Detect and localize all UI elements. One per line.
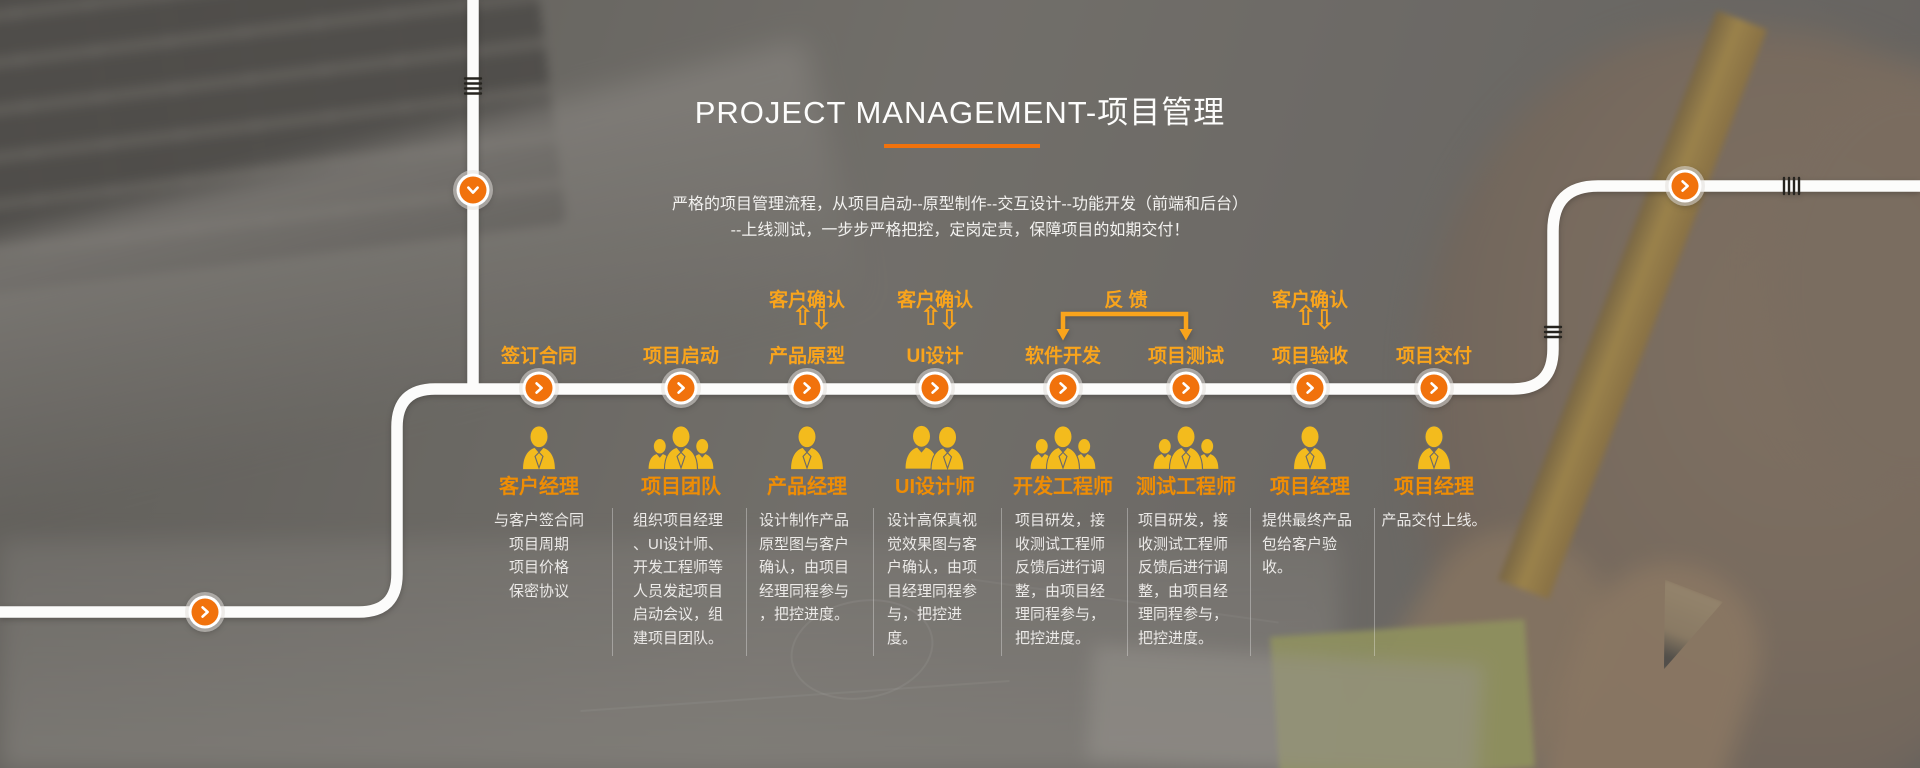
person-triple-icon (648, 425, 714, 471)
title-underline (884, 144, 1040, 148)
step-label: 项目交付 (1395, 346, 1472, 367)
column-divider (1250, 508, 1251, 656)
flow-column-delivery: 项目交付 项目经理 产品交付上线。 (1359, 0, 1509, 768)
person-double-icon (905, 425, 965, 471)
column-divider (746, 508, 747, 656)
person-triple-icon (1153, 425, 1219, 471)
column-divider (612, 508, 613, 656)
column-divider (873, 508, 874, 656)
role-icon-box (1359, 417, 1509, 471)
feedback-label: 反 馈 (1104, 290, 1148, 311)
step-label: 签订合同 (500, 346, 577, 367)
column-divider (1127, 508, 1128, 656)
step-description: 产品交付上线。 (1381, 512, 1487, 529)
person-single-icon (1416, 425, 1452, 471)
column-divider (1374, 508, 1375, 656)
person-single-icon (521, 425, 557, 471)
role-icon-box (464, 417, 614, 471)
person-triple-icon (1030, 425, 1096, 471)
person-single-icon (1292, 425, 1328, 471)
step-description: 与客户签合同 项目周期 项目价格 保密协议 (493, 512, 584, 600)
person-single-icon (789, 425, 825, 471)
page-title: PROJECT MANAGEMENT-项目管理 (694, 94, 1226, 130)
column-divider (1001, 508, 1002, 656)
flow-column-sign-contract: 签订合同 客户经理 与客户签合同 项目周期 项目价格 保密协议 (464, 0, 614, 768)
role-label: 项目经理 (1394, 476, 1474, 498)
role-label: 客户经理 (499, 476, 579, 498)
